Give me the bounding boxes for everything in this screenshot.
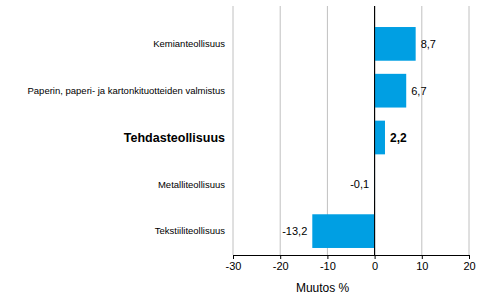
data-label: -0,1: [350, 178, 369, 190]
category-label: Metalliteollisuus: [158, 179, 225, 190]
bar: [312, 214, 374, 248]
chart: 8,7 6,7 2,2 -0,1 -13,2 Kemianteollisuus Paperi…: [0, 0, 485, 300]
category-label: Paperin, paperi- ja kartonkituotteiden v…: [28, 85, 226, 96]
tick-mark: [327, 255, 328, 259]
tick: -10: [320, 255, 336, 272]
tick: 0: [372, 255, 378, 272]
tick-mark: [280, 255, 281, 259]
tick-mark: [233, 255, 234, 259]
category-labels: Kemianteollisuus Paperin, paperi- ja kart…: [28, 38, 226, 236]
bar: [375, 121, 385, 155]
zero-line: [374, 6, 375, 255]
tick-label: -20: [273, 260, 289, 272]
tick-mark: [422, 255, 423, 259]
grid-line: [233, 6, 234, 255]
bars: [312, 27, 415, 248]
tick: -30: [226, 255, 242, 272]
plot: 8,7 6,7 2,2 -0,1 -13,2 Kemianteollisuus Paperi…: [28, 6, 476, 272]
grid-line: [280, 6, 281, 255]
tick: 10: [416, 255, 428, 272]
tick-label: 20: [463, 260, 475, 272]
grid-line: [469, 6, 470, 255]
data-label: 8,7: [421, 38, 436, 50]
data-labels: 8,7 6,7 2,2 -0,1 -13,2: [282, 38, 436, 237]
category-label: Tehdasteollisuus: [124, 131, 225, 145]
grid-line: [374, 6, 375, 255]
category-label: Kemianteollisuus: [153, 38, 225, 49]
tick-label: -30: [226, 260, 242, 272]
grid: [233, 6, 469, 255]
bar: [375, 27, 416, 61]
tick-mark: [375, 255, 376, 259]
bar: [375, 74, 407, 108]
x-axis-title: Muutos %: [296, 281, 350, 295]
x-axis: -30 -20 -10 0 10 20: [226, 255, 476, 272]
data-label: 2,2: [390, 131, 407, 145]
tick-label: -10: [320, 260, 336, 272]
tick: 20: [463, 255, 475, 272]
x-axis-line: [234, 256, 470, 260]
tick: -20: [273, 255, 289, 272]
data-label: 6,7: [411, 85, 426, 97]
data-label: -13,2: [282, 225, 307, 237]
category-label: Tekstiiliteollisuus: [155, 225, 225, 236]
tick-label: 10: [416, 260, 428, 272]
tick-mark: [469, 255, 470, 259]
tick-label: 0: [372, 260, 378, 272]
